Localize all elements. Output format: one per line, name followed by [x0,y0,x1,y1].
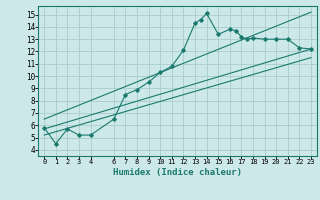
X-axis label: Humidex (Indice chaleur): Humidex (Indice chaleur) [113,168,242,177]
